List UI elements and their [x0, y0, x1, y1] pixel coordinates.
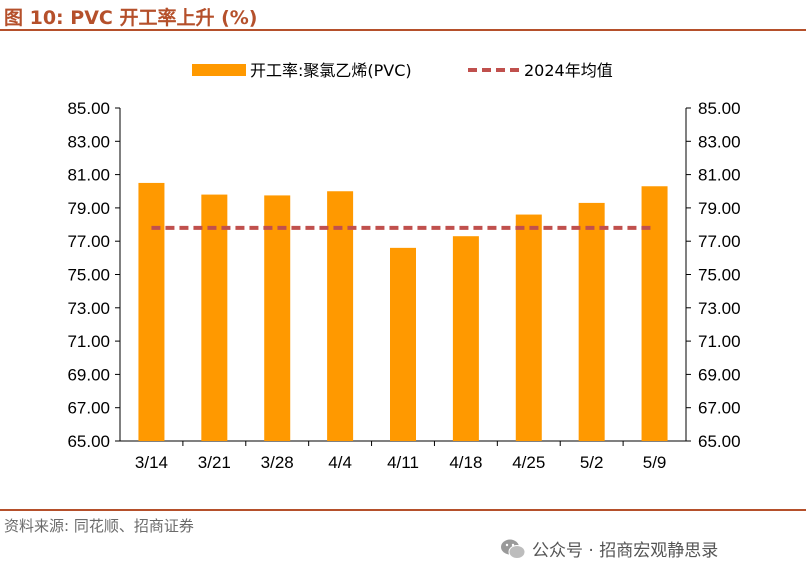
legend: 开工率:聚氯乙烯(PVC) 2024年均值	[192, 61, 613, 80]
bar	[452, 236, 479, 441]
y-tick-label-left: 71.00	[67, 332, 110, 351]
y-tick-label-right: 81.00	[698, 166, 741, 185]
y-tick-label-left: 81.00	[67, 166, 110, 185]
x-tick-label: 4/18	[449, 453, 482, 472]
bar	[327, 191, 354, 441]
legend-avg-line-label: 2024年均值	[524, 61, 613, 80]
y-tick-label-left: 79.00	[67, 199, 110, 218]
bar	[515, 214, 542, 441]
bar	[201, 194, 228, 441]
bar-chart: 开工率:聚氯乙烯(PVC) 2024年均值 85.00 85.00 83.00 83.…	[67, 61, 740, 472]
x-tick-label: 3/28	[261, 453, 294, 472]
y-tick-label-right: 85.00	[698, 99, 741, 118]
x-tick-label: 4/4	[328, 453, 352, 472]
y-tick-label-left: 83.00	[67, 132, 110, 151]
legend-bar-swatch	[192, 64, 246, 76]
y-tick-label-right: 75.00	[698, 266, 741, 285]
y-tick-label-left: 67.00	[67, 399, 110, 418]
y-tick-label-right: 71.00	[698, 332, 741, 351]
footer-divider	[0, 509, 806, 511]
y-tick-label-left: 75.00	[67, 266, 110, 285]
x-tick-label: 4/25	[512, 453, 545, 472]
data-source-note: 资料来源: 同花顺、招商证券	[4, 517, 194, 535]
legend-bar-label: 开工率:聚氯乙烯(PVC)	[250, 61, 412, 80]
x-tick-label: 5/9	[643, 453, 667, 472]
watermark-text: 公众号 · 招商宏观静思录	[532, 541, 719, 561]
figure-title: 图 10: PVC 开工率上升 (%)	[4, 7, 258, 29]
y-tick-label-left: 85.00	[67, 99, 110, 118]
y-tick-label-right: 83.00	[698, 132, 741, 151]
watermark: 公众号 · 招商宏观静思录	[500, 536, 718, 561]
x-tick-label: 3/21	[198, 453, 231, 472]
y-tick-label-right: 67.00	[698, 399, 741, 418]
bar	[390, 247, 416, 441]
bar	[578, 202, 605, 441]
x-tick-label: 3/14	[135, 453, 168, 472]
plot-area: 85.00 85.00 83.00 83.00 81.00 81.00 79.00 79.00…	[67, 99, 740, 472]
x-tick-label: 5/2	[580, 453, 604, 472]
y-tick-label-right: 69.00	[698, 365, 741, 384]
y-tick-label-left: 69.00	[67, 365, 110, 384]
y-tick-label-left: 77.00	[67, 232, 110, 251]
y-tick-label-left: 65.00	[67, 432, 110, 451]
bar	[138, 182, 165, 442]
y-tick-label-right: 77.00	[698, 232, 741, 251]
y-tick-label-right: 73.00	[698, 299, 741, 318]
bar	[264, 195, 291, 441]
title-divider	[0, 29, 806, 31]
wechat-icon	[501, 539, 526, 559]
y-tick-label-right: 65.00	[698, 432, 741, 451]
x-tick-label: 4/11	[387, 453, 419, 472]
y-tick-label-right: 79.00	[698, 199, 741, 218]
bar	[641, 186, 668, 441]
y-tick-label-left: 73.00	[67, 299, 110, 318]
